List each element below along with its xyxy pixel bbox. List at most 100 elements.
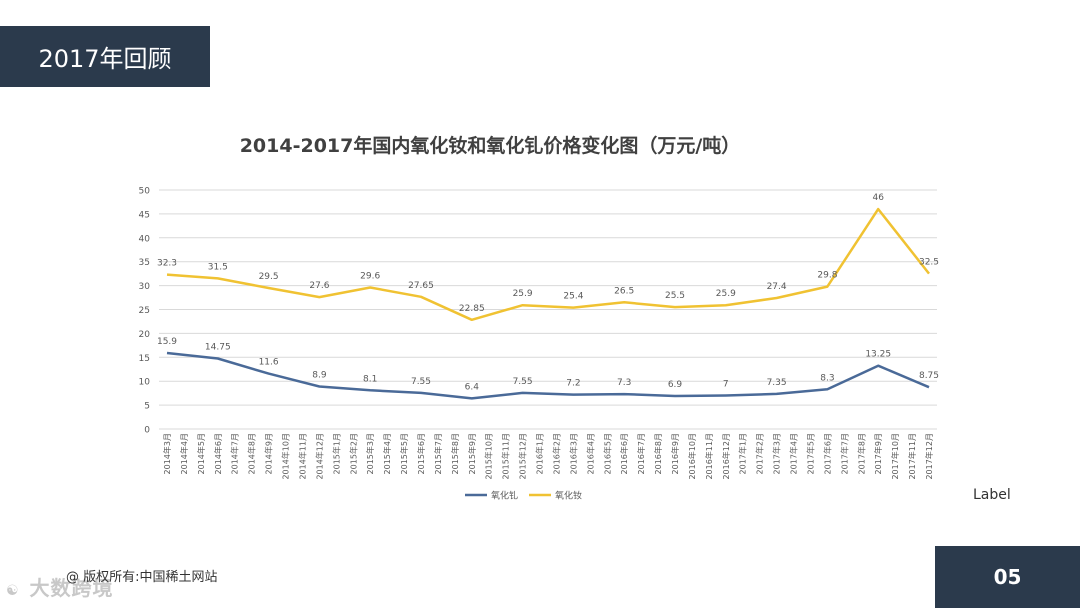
y-tick-label: 25 xyxy=(139,306,150,316)
watermark-logo-icon: ☯ xyxy=(6,583,20,599)
chart-title: 2014-2017年国内氧化钕和氧化钆价格变化图（万元/吨） xyxy=(239,135,741,157)
y-tick-label: 0 xyxy=(144,426,150,436)
data-label: 8.9 xyxy=(312,370,327,380)
x-tick-label: 2015年2月 xyxy=(348,433,358,474)
data-label: 8.3 xyxy=(820,373,834,383)
data-label: 29.5 xyxy=(259,272,279,282)
x-tick-label: 2015年7月 xyxy=(433,433,443,474)
y-tick-label: 35 xyxy=(139,258,150,268)
y-tick-label: 20 xyxy=(139,330,151,340)
x-tick-label: 2017年8月 xyxy=(856,433,866,474)
data-label: 29.8 xyxy=(817,271,837,281)
x-tick-label: 2016年6月 xyxy=(619,433,629,474)
x-tick-label: 2014年3月 xyxy=(162,433,172,474)
slide-title: 2017年回顾 xyxy=(0,26,210,87)
data-label: 25.4 xyxy=(563,292,583,302)
x-tick-label: 2016年9月 xyxy=(670,433,680,474)
x-tick-label: 2015年1月 xyxy=(331,433,341,474)
x-tick-label: 2015年6月 xyxy=(416,433,426,474)
x-tick-label: 2014年11月 xyxy=(297,433,307,480)
series-line-1 xyxy=(166,351,930,400)
data-label: 25.9 xyxy=(513,289,533,299)
x-tick-label: 2015年10月 xyxy=(484,433,494,480)
x-tick-label: 2015年12月 xyxy=(518,433,528,480)
x-tick-label: 2015年11月 xyxy=(501,433,511,480)
x-tick-label: 2016年5月 xyxy=(602,433,612,474)
x-tick-label: 2016年10月 xyxy=(687,433,697,480)
data-label: 7.35 xyxy=(767,378,787,388)
y-tick-label: 15 xyxy=(139,354,150,364)
x-tick-label: 2017年4月 xyxy=(789,433,799,474)
x-tick-label: 2016年11月 xyxy=(704,433,714,480)
x-tick-label: 2014年5月 xyxy=(196,433,206,474)
x-tick-label: 2014年8月 xyxy=(247,433,257,474)
x-tick-label: 2017年7月 xyxy=(839,433,849,474)
series-line-2 xyxy=(166,207,930,322)
y-tick-label: 45 xyxy=(139,210,150,220)
data-label: 7.3 xyxy=(617,378,631,388)
x-tick-label: 2014年9月 xyxy=(264,433,274,474)
data-label: 7.55 xyxy=(513,377,533,387)
y-tick-label: 5 xyxy=(144,402,150,412)
data-label: 8.1 xyxy=(363,374,377,384)
page-number: 05 xyxy=(935,546,1080,608)
data-label: 32.3 xyxy=(157,259,177,269)
x-tick-label: 2014年10月 xyxy=(281,433,291,480)
y-tick-label: 30 xyxy=(139,282,151,292)
y-tick-label: 10 xyxy=(139,378,151,388)
x-tick-label: 2015年9月 xyxy=(467,433,477,474)
watermark-text: 大数跨境 xyxy=(29,576,114,600)
data-label: 27.6 xyxy=(309,281,329,291)
x-tick-label: 2015年3月 xyxy=(365,433,375,474)
x-tick-label: 2017年5月 xyxy=(805,433,815,474)
data-label: 15.9 xyxy=(157,337,177,347)
data-label: 25.5 xyxy=(665,291,685,301)
x-tick-label: 2016年8月 xyxy=(653,433,663,474)
data-label: 11.6 xyxy=(259,358,279,368)
data-label: 14.75 xyxy=(205,342,231,352)
x-tick-label: 2017年10月 xyxy=(890,433,900,480)
data-label: 32.5 xyxy=(919,258,939,268)
y-tick-label: 40 xyxy=(139,234,151,244)
x-tick-label: 2016年12月 xyxy=(721,433,731,480)
x-tick-label: 2017年3月 xyxy=(772,433,782,474)
data-label: 29.6 xyxy=(360,272,380,282)
data-label: 7 xyxy=(723,380,729,390)
x-tick-label: 2017年9月 xyxy=(873,433,883,474)
x-tick-label: 2014年12月 xyxy=(314,433,324,480)
x-tick-label: 2015年4月 xyxy=(382,433,392,474)
data-label: 46 xyxy=(872,193,884,203)
x-tick-label: 2014年7月 xyxy=(230,433,240,474)
data-label: 31.5 xyxy=(208,262,228,272)
data-label: 7.55 xyxy=(411,377,431,387)
x-tick-label: 2017年11月 xyxy=(907,433,917,480)
x-tick-label: 2016年7月 xyxy=(636,433,646,474)
data-label: 6.4 xyxy=(465,382,480,392)
data-label: 8.75 xyxy=(919,371,939,381)
data-label: 6.9 xyxy=(668,380,683,390)
x-tick-label: 2017年1月 xyxy=(738,433,748,474)
data-label: 22.85 xyxy=(459,304,485,314)
data-label: 26.5 xyxy=(614,286,634,296)
x-tick-label: 2016年3月 xyxy=(568,433,578,474)
copyright-text: @ 版权所有:中国稀土网站 xyxy=(66,570,218,585)
x-tick-label: 2017年6月 xyxy=(822,433,832,474)
data-label: 13.25 xyxy=(865,350,891,360)
y-tick-label: 50 xyxy=(139,187,151,197)
side-label: Label xyxy=(973,487,1011,503)
legend-label: 氧化钕 xyxy=(555,490,582,502)
data-label: 27.65 xyxy=(408,281,434,291)
data-label: 7.2 xyxy=(566,379,580,389)
x-tick-label: 2015年8月 xyxy=(450,433,460,474)
x-tick-label: 2017年12月 xyxy=(924,433,934,480)
data-label: 27.4 xyxy=(767,282,787,292)
legend-label: 氧化钆 xyxy=(491,490,518,502)
x-tick-label: 2014年4月 xyxy=(179,433,189,474)
data-label: 25.9 xyxy=(716,289,736,299)
x-tick-label: 2016年1月 xyxy=(535,433,545,474)
x-tick-label: 2015年5月 xyxy=(399,433,409,474)
x-tick-label: 2014年6月 xyxy=(213,433,223,474)
watermark: ☯ 大数跨境 xyxy=(6,572,114,601)
x-tick-label: 2016年2月 xyxy=(551,433,561,474)
